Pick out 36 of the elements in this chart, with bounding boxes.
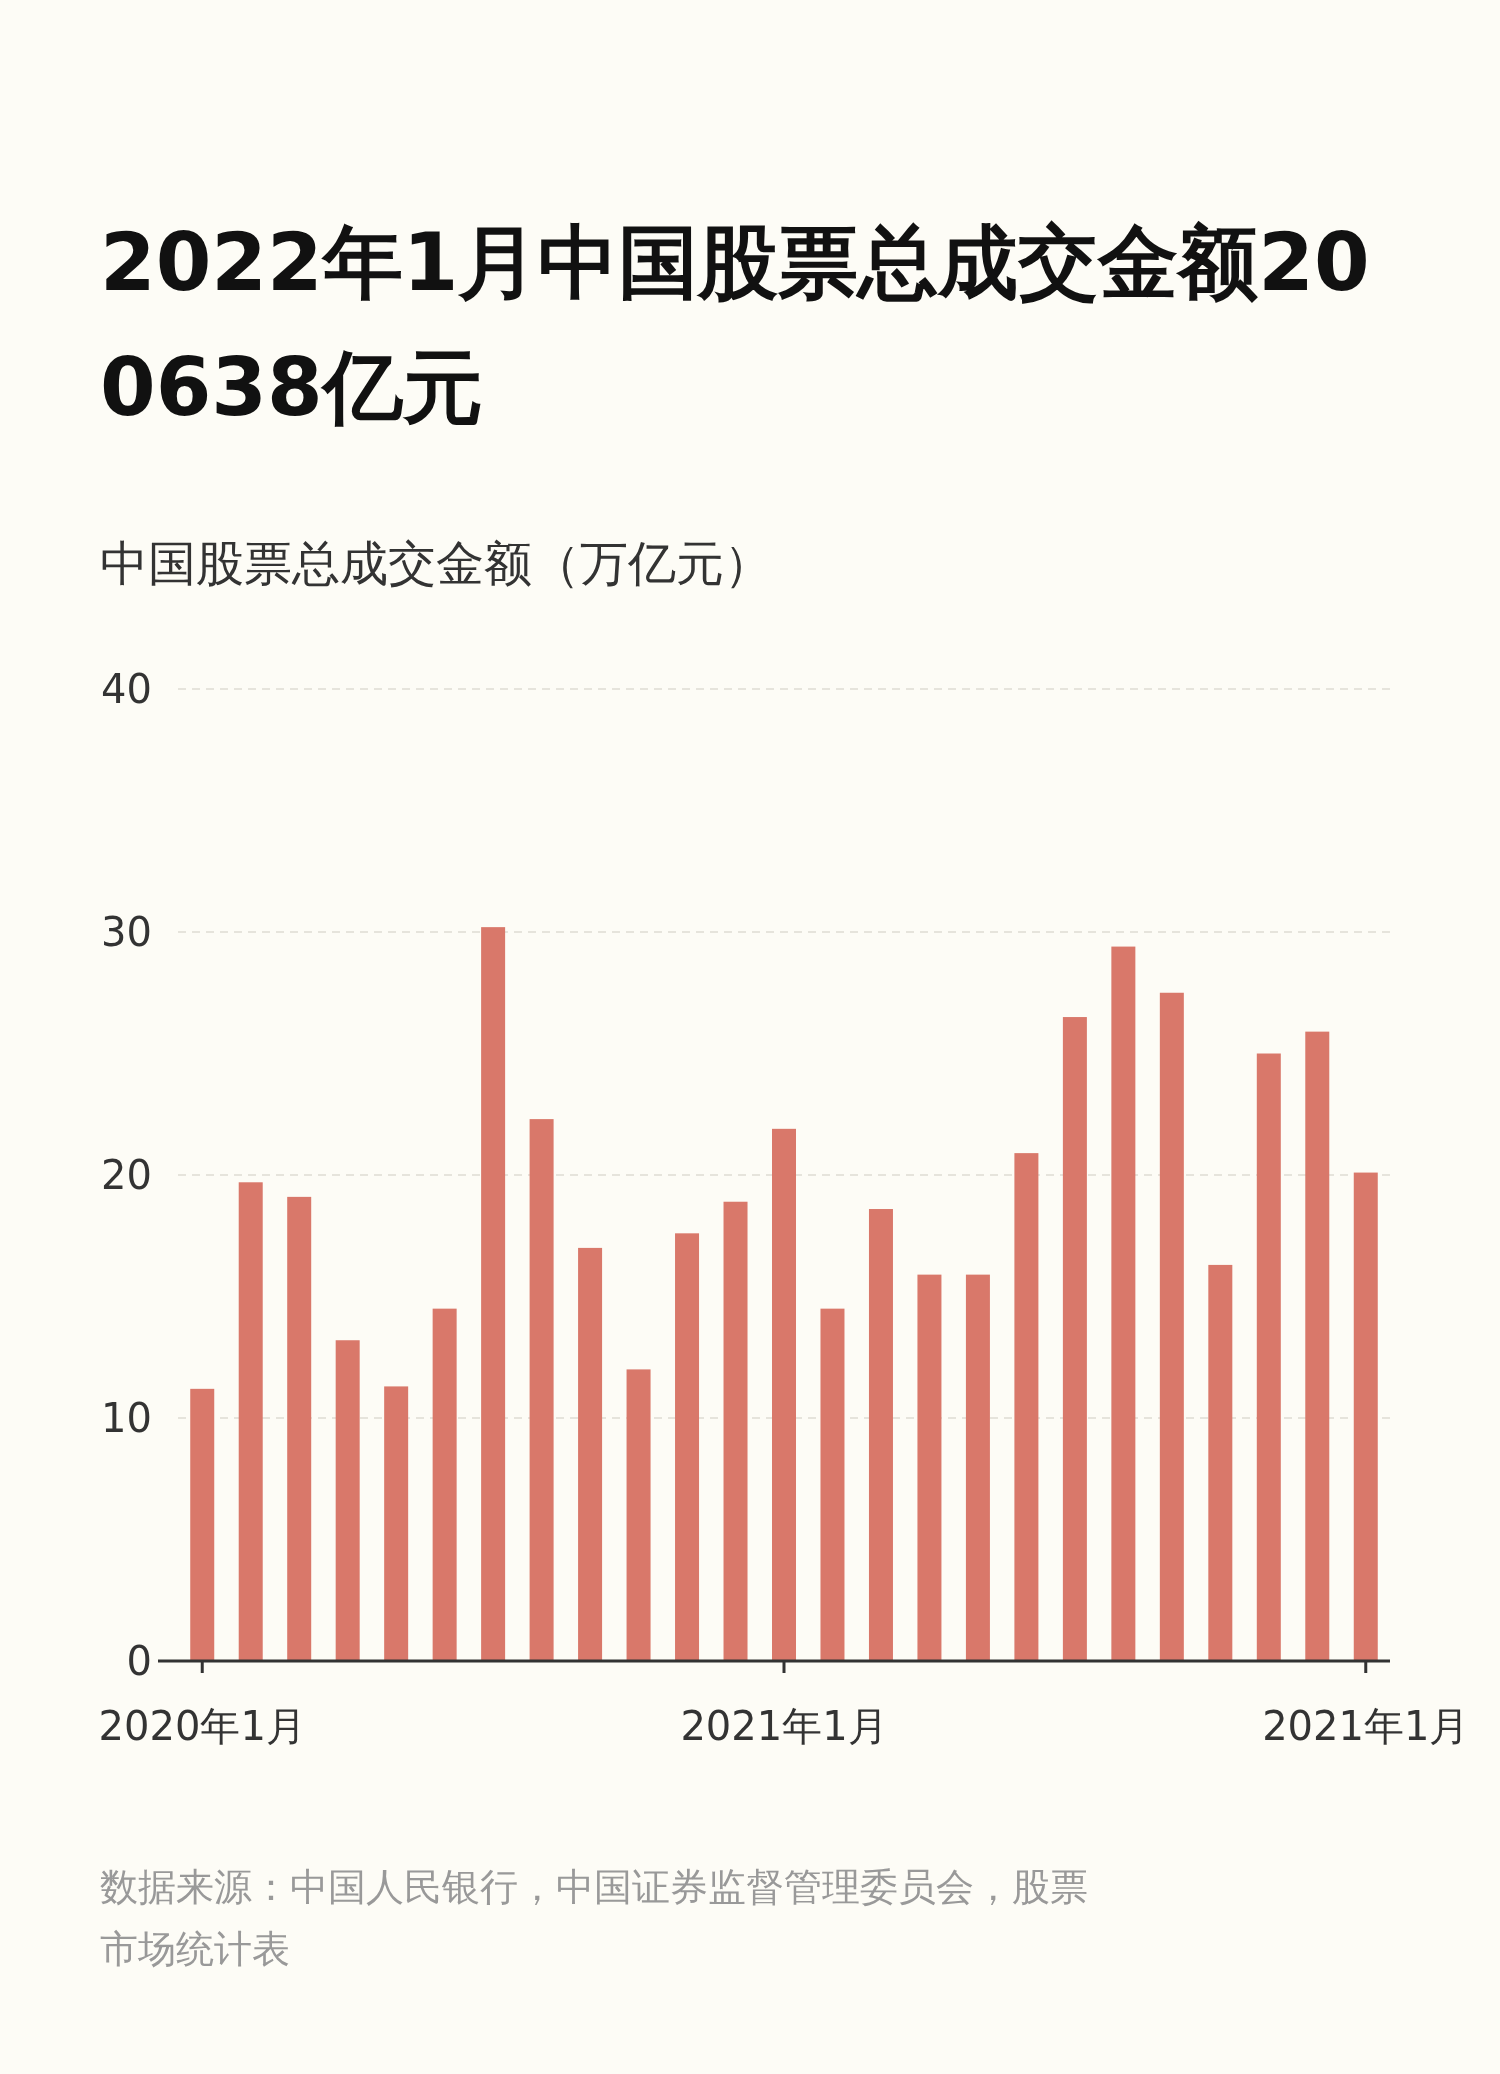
bar xyxy=(335,1340,360,1661)
bar xyxy=(384,1386,409,1661)
bar xyxy=(868,1209,893,1661)
bar xyxy=(432,1308,457,1661)
y-tick-label: 10 xyxy=(101,1395,152,1441)
bar xyxy=(1062,1017,1087,1661)
bar xyxy=(529,1119,554,1661)
bar xyxy=(772,1128,796,1661)
chart-title: 2022年1月中国股票总成交金额200638亿元 xyxy=(100,216,1370,434)
source-note: 数据来源：中国人民银行，中国证券监督管理委员会，股票市场统计表 xyxy=(100,1865,1088,1971)
bar xyxy=(578,1247,603,1661)
bar xyxy=(1014,1153,1039,1661)
bar xyxy=(675,1233,700,1661)
bar xyxy=(1159,992,1184,1661)
x-tick-label: 2021年1月 xyxy=(680,1703,888,1749)
bar xyxy=(1353,1172,1378,1661)
bar xyxy=(1111,946,1136,1661)
y-tick-label: 20 xyxy=(101,1152,152,1198)
y-tick-label: 30 xyxy=(101,909,152,955)
bar xyxy=(965,1274,990,1661)
bar xyxy=(481,927,506,1661)
y-tick-label: 40 xyxy=(101,666,152,712)
bar xyxy=(190,1388,215,1661)
bar xyxy=(820,1308,845,1661)
x-tick-label: 2021年1月 xyxy=(1262,1703,1470,1749)
bar xyxy=(238,1182,263,1661)
bar xyxy=(1208,1264,1233,1661)
y-tick-label: 0 xyxy=(126,1638,152,1684)
bar xyxy=(1305,1031,1330,1661)
y-axis-title: 中国股票总成交金额（万亿元） xyxy=(100,535,772,591)
bar xyxy=(287,1196,312,1661)
x-tick-label: 2020年1月 xyxy=(98,1703,306,1749)
bar xyxy=(1256,1053,1281,1661)
bar xyxy=(917,1274,942,1661)
bar xyxy=(626,1369,651,1661)
bar xyxy=(723,1201,748,1661)
